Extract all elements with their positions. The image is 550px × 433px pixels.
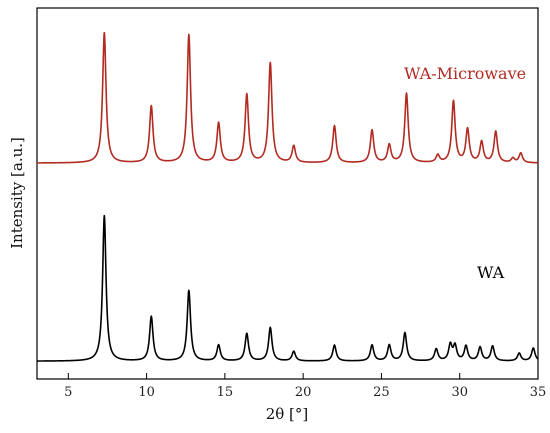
peak-point-0-14 — [480, 141, 482, 143]
peak-point-1-7 — [333, 344, 335, 346]
peak-point-0-5 — [269, 62, 271, 64]
peak-point-1-2 — [188, 290, 190, 292]
peak-point-0-12 — [452, 100, 454, 102]
peak-point-1-18 — [532, 347, 534, 349]
peak-point-0-7 — [333, 125, 335, 127]
peak-point-1-16 — [491, 345, 493, 347]
series-group — [36, 31, 539, 362]
peak-point-0-8 — [371, 129, 373, 131]
peak-point-0-13 — [466, 128, 468, 130]
peak-point-1-10 — [404, 332, 406, 334]
y-axis-title: Intensity [a.u.] — [8, 137, 26, 249]
peak-point-1-4 — [246, 333, 248, 335]
peak-point-0-3 — [217, 122, 219, 124]
series-label-wa: WA — [477, 263, 505, 282]
peak-point-1-1 — [150, 315, 152, 317]
peak-point-0-4 — [246, 94, 248, 96]
peak-point-1-14 — [465, 345, 467, 347]
peak-point-0-11 — [437, 154, 439, 156]
x-tick-label: 30 — [451, 385, 468, 400]
x-tick-label: 35 — [530, 385, 547, 400]
peak-point-1-12 — [449, 344, 451, 346]
peak-point-1-0 — [103, 215, 105, 217]
peak-point-1-11 — [435, 348, 437, 350]
peak-point-0-10 — [405, 93, 407, 95]
x-tick-label: 15 — [217, 385, 234, 400]
peak-point-0-9 — [388, 144, 390, 146]
peak-point-1-6 — [293, 350, 295, 352]
peak-point-0-0 — [103, 32, 105, 34]
peak-point-1-13 — [454, 345, 456, 347]
peak-point-0-6 — [293, 145, 295, 147]
x-tick-label: 5 — [64, 385, 72, 400]
series-label-microwave: WA-Microwave — [404, 64, 526, 83]
x-axis-title: 2θ [°] — [266, 405, 309, 423]
peak-point-1-9 — [388, 344, 390, 346]
x-tick-label: 20 — [295, 385, 312, 400]
x-tick-label: 10 — [138, 385, 155, 400]
series-line-0 — [36, 31, 539, 164]
x-axis-ticks: 5 10 15 20 25 30 35 — [64, 373, 546, 400]
peak-point-1-8 — [371, 344, 373, 346]
plot-frame — [36, 7, 539, 380]
peak-point-0-1 — [150, 105, 152, 107]
peak-point-1-15 — [479, 346, 481, 348]
peak-point-0-15 — [495, 131, 497, 133]
peak-point-1-3 — [217, 344, 219, 346]
peak-point-1-5 — [269, 327, 271, 329]
x-tick-label: 25 — [373, 385, 390, 400]
peak-point-0-2 — [188, 34, 190, 36]
peak-point-0-16 — [512, 157, 514, 159]
peak-point-0-17 — [520, 152, 522, 154]
peak-point-1-17 — [518, 352, 520, 354]
series-line-1 — [36, 214, 539, 362]
